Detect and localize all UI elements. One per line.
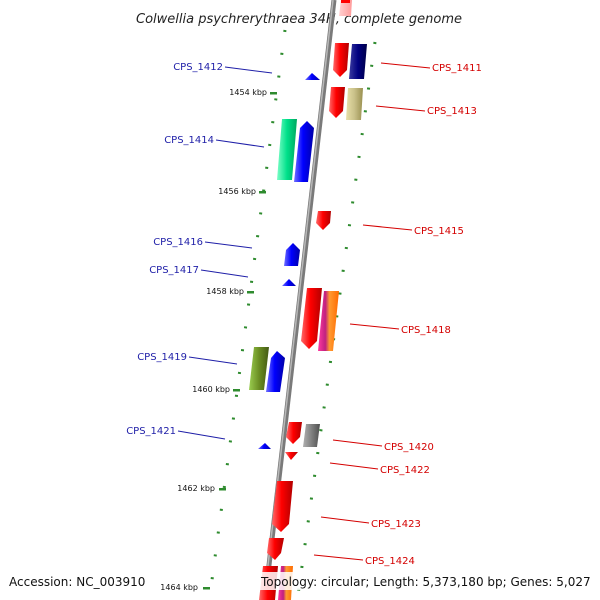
gene-cps-1422[interactable] [285, 452, 298, 460]
leader-line [177, 430, 226, 440]
leader-line [375, 105, 426, 112]
gene-cps-1414-a[interactable] [277, 119, 297, 180]
gene-top-fragment-red[interactable] [341, 0, 350, 3]
leader-line [362, 224, 413, 231]
gene-label[interactable]: CPS_1419 [137, 352, 187, 363]
position-label: 1462 kbp [177, 484, 215, 493]
position-label: 1460 kbp [192, 385, 230, 394]
gene-cps-1414-b[interactable] [294, 121, 314, 182]
leader-line [320, 516, 370, 524]
gene-label[interactable]: CPS_1420 [384, 442, 434, 453]
position-label: 1464 kbp [160, 583, 198, 592]
gene-label[interactable]: CPS_1413 [427, 106, 477, 117]
gene-label[interactable]: CPS_1416 [153, 237, 203, 248]
forward-genes [249, 73, 320, 449]
leader-line [224, 66, 273, 74]
leader-line [332, 439, 383, 447]
gene-label[interactable]: CPS_1412 [173, 62, 223, 73]
accession-text: Accession: NC_003910 [9, 575, 145, 589]
position-tick [203, 587, 210, 590]
position-tick [270, 92, 277, 95]
footer-topology-bg [256, 572, 594, 590]
left-gene-labels: CPS_1412 CPS_1414 CPS_1416 CPS_1417 CPS_… [126, 62, 273, 440]
leader-line [313, 554, 364, 561]
gene-label[interactable]: CPS_1418 [401, 325, 451, 336]
gene-cps-1417[interactable] [282, 279, 296, 286]
gene-label[interactable]: CPS_1423 [371, 519, 421, 530]
gene-cps-1418-b[interactable] [318, 291, 339, 351]
right-tick-track [296, 41, 377, 596]
gene-label[interactable]: CPS_1411 [432, 63, 482, 74]
gene-label[interactable]: CPS_1421 [126, 426, 176, 437]
leader-line [188, 356, 238, 365]
leader-line [349, 323, 400, 330]
right-gene-labels: CPS_1411 CPS_1413 CPS_1415 CPS_1418 CPS_… [313, 62, 482, 567]
position-tick [247, 291, 254, 294]
gene-cps-1413-a[interactable] [329, 87, 345, 118]
gene-cps-1419-a[interactable] [249, 347, 269, 390]
gene-cps-1419-b[interactable] [266, 351, 285, 392]
gene-cps-1412[interactable] [305, 73, 320, 80]
position-label: 1458 kbp [206, 287, 244, 296]
gene-label[interactable]: CPS_1414 [164, 135, 214, 146]
topology-text: Topology: circular; Length: 5,373,180 bp… [260, 575, 591, 589]
gene-cps-1416[interactable] [284, 243, 300, 266]
gene-cps-1411-b[interactable] [349, 44, 367, 79]
gene-label[interactable]: CPS_1415 [414, 226, 464, 237]
position-tick [233, 389, 240, 392]
gene-label[interactable]: CPS_1422 [380, 465, 430, 476]
gene-cps-1415[interactable] [316, 211, 331, 230]
leader-line [380, 62, 431, 69]
position-label: 1454 kbp [229, 88, 267, 97]
position-scale: 1454 kbp 1456 kbp 1458 kbp 1460 kbp 1462… [160, 88, 277, 592]
gene-cps-1421[interactable] [258, 443, 271, 449]
gene-label[interactable]: CPS_1417 [149, 265, 199, 276]
position-label: 1456 kbp [218, 187, 256, 196]
gene-cps-1420-a[interactable] [286, 422, 302, 444]
leader-line [215, 139, 265, 148]
map-title: Colwellia psychrerythraea 34H, complete … [136, 12, 462, 27]
gene-cps-1418-a[interactable] [301, 288, 322, 349]
gene-label[interactable]: CPS_1424 [365, 556, 415, 567]
leader-line [200, 269, 249, 278]
footer-accession-bg [4, 572, 150, 590]
leader-line [204, 241, 253, 249]
position-tick [219, 488, 226, 491]
reverse-genes [259, 0, 367, 600]
position-tick [259, 191, 266, 194]
leader-line [329, 462, 379, 470]
gene-cps-1424[interactable] [267, 538, 284, 560]
gene-top-fragment[interactable] [339, 0, 352, 16]
gene-cps-1420-b[interactable] [303, 424, 320, 447]
gene-cps-1411-a[interactable] [333, 43, 349, 77]
gene-cps-1423[interactable] [272, 481, 293, 532]
gene-cps-1413-b[interactable] [346, 88, 363, 120]
